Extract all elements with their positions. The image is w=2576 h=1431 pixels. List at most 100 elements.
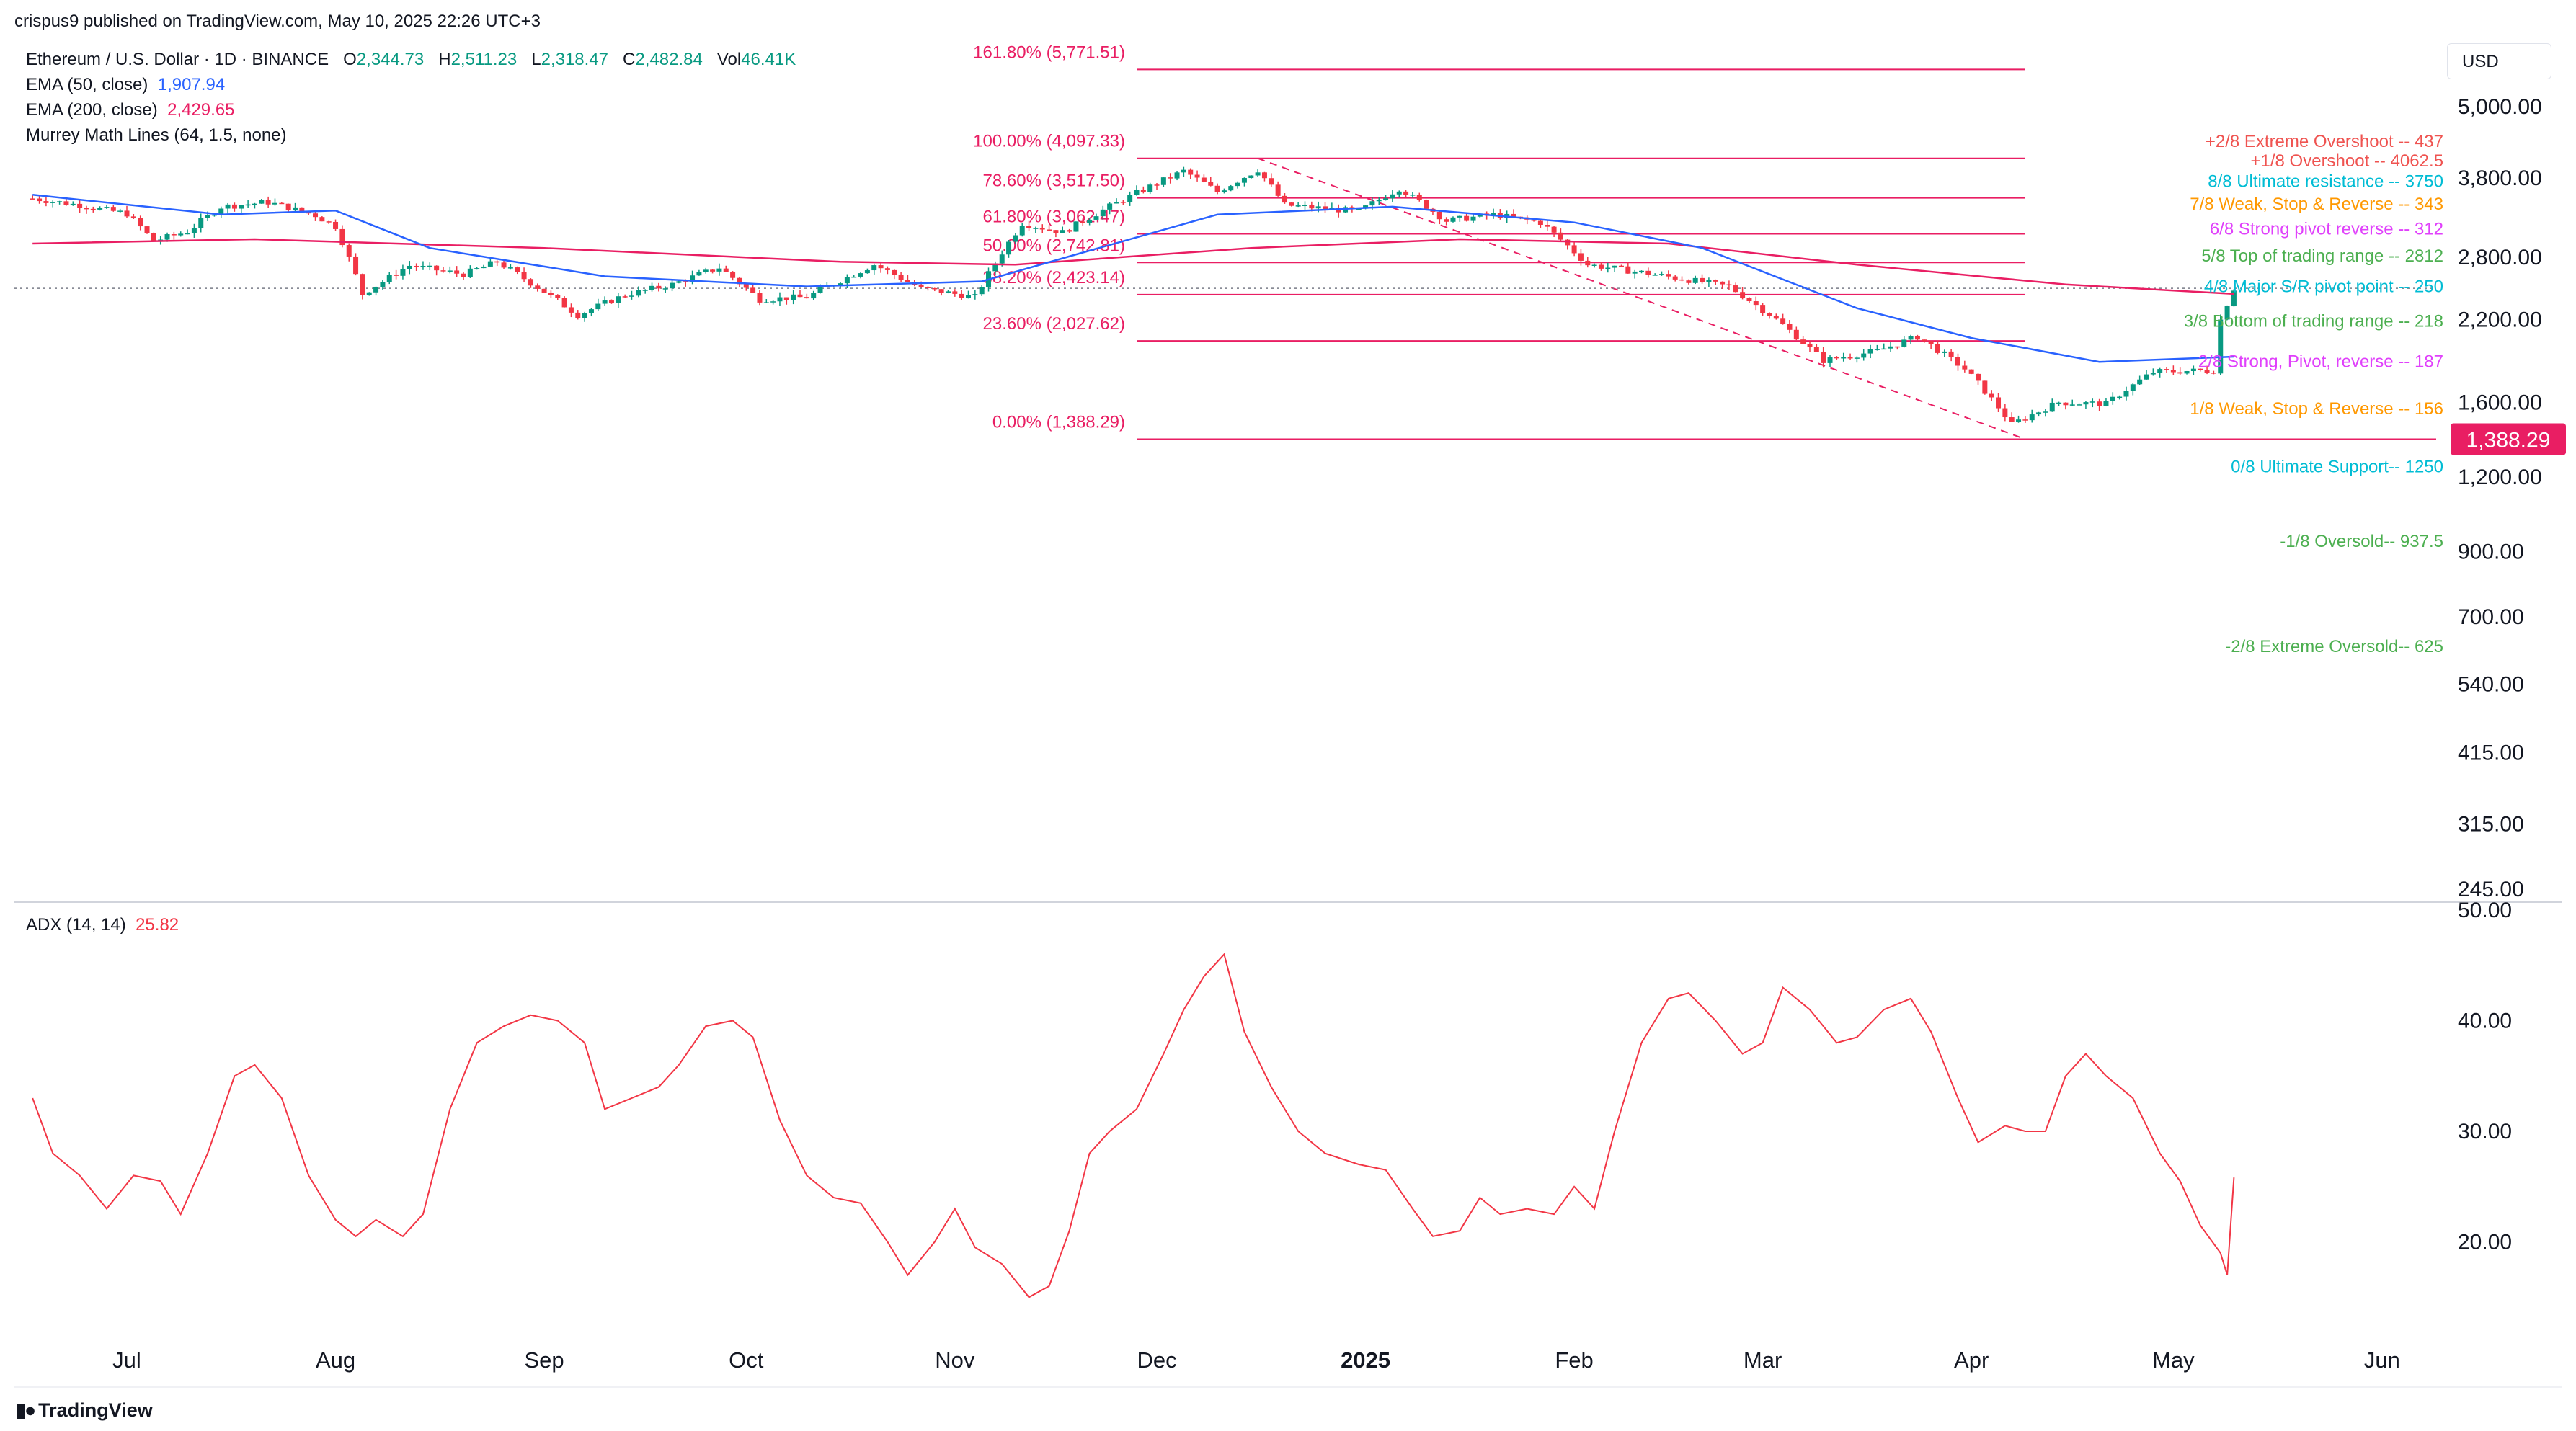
candle-body (70, 203, 76, 205)
candle-body (1726, 284, 1732, 286)
candle-body (1114, 202, 1119, 204)
candle-body (656, 285, 662, 289)
ema50-legend[interactable]: EMA (50, close) 1,907.94 (26, 75, 225, 95)
candle-body (1228, 186, 1234, 191)
adx-legend[interactable]: ADX (14, 14) 25.82 (26, 915, 179, 935)
symbol-legend[interactable]: Ethereum / U.S. Dollar · 1D · BINANCE O2… (26, 50, 796, 70)
candle-body (474, 268, 480, 269)
candle-body (884, 268, 890, 270)
candle-body (205, 215, 210, 218)
candle-body (144, 226, 150, 233)
adx-value: 25.82 (136, 915, 179, 935)
candle-body (346, 245, 352, 257)
candle-body (1087, 219, 1093, 223)
candle-body (945, 291, 951, 293)
volume-label: Vol (716, 50, 742, 69)
candle-body (992, 263, 998, 272)
candle-body (239, 205, 244, 209)
candle-body (1309, 205, 1315, 209)
candle-body (1780, 318, 1786, 324)
murrey-level-label: 1/8 Weak, Stop & Reverse -- 156 (2190, 399, 2443, 419)
candle-body (1618, 265, 1624, 267)
murrey-level-label: -1/8 Oversold-- 937.5 (2280, 532, 2443, 551)
candle-body (703, 269, 709, 272)
candle-body (1289, 202, 1294, 206)
grid (14, 901, 2562, 1388)
candle-body (1060, 230, 1065, 233)
candle-body (1753, 301, 1759, 306)
fib-level-label: 0.00% (1,388.29) (992, 413, 1125, 432)
candle-body (1982, 380, 1988, 394)
candle-body (1746, 298, 1752, 302)
candle-body (1424, 200, 1429, 209)
candle-body (494, 261, 500, 263)
time-tick-label: Dec (1137, 1347, 1176, 1373)
candle-body (63, 201, 69, 205)
candle-body (1120, 202, 1126, 203)
candle-body (231, 204, 237, 209)
tradingview-logo[interactable]: ▮● TradingView (16, 1399, 153, 1422)
candle-body (414, 265, 419, 267)
candle-body (918, 285, 924, 287)
price-tick-label: 540.00 (2458, 673, 2524, 697)
price-axis[interactable]: 5,000.00 3,800.00 2,800.00 2,200.00 1,600.00… (2458, 95, 2542, 901)
ohlc-high: 2,511.23 (450, 50, 518, 69)
candle-body (43, 201, 49, 203)
candle-body (1181, 169, 1186, 173)
candle-body (1545, 224, 1550, 227)
candle-body (676, 281, 682, 283)
candle-body (427, 265, 432, 267)
candle-body (124, 210, 130, 217)
candle-body (770, 301, 776, 303)
candle-body (306, 211, 311, 214)
murrey-math-lines: +2/8 Extreme Overshoot -- 437+1/8 Oversh… (2184, 132, 2443, 656)
candle-body (507, 267, 513, 269)
candle-body (2043, 411, 2048, 413)
candle-body (1194, 174, 1200, 178)
candle-body (1632, 271, 1638, 274)
fib-level-label: 100.00% (4,097.33) (973, 132, 1125, 151)
ohlc-close-label: C (623, 50, 636, 69)
candle-body (1841, 357, 1847, 359)
candle-body (1248, 175, 1254, 179)
candle-body (730, 272, 736, 278)
candle-body (1888, 346, 1893, 349)
time-axis[interactable]: Jul Aug Sep Oct Nov Dec 2025 Feb Mar Apr May Jun (112, 1347, 2400, 1373)
candle-body (2170, 370, 2176, 373)
candle-body (1221, 190, 1227, 192)
candle-body (2198, 368, 2203, 370)
candle-body (811, 293, 817, 299)
candle-body (326, 221, 332, 223)
price-tick-label: 5,000.00 (2458, 95, 2542, 119)
murrey-legend[interactable]: Murrey Math Lines (64, 1.5, none) (26, 125, 287, 146)
candle-body (191, 228, 197, 233)
price-tick-label: 900.00 (2458, 540, 2524, 564)
candle-body (97, 208, 103, 210)
candle-body (561, 298, 567, 308)
price-tick-label: 2,800.00 (2458, 246, 2542, 269)
candle-body (1767, 313, 1772, 317)
ema200-legend[interactable]: EMA (200, close) 2,429.65 (26, 100, 235, 120)
candle-body (333, 221, 339, 229)
murrey-level-label: 3/8 Bottom of trading range -- 218 (2184, 312, 2443, 331)
candle-body (588, 309, 594, 313)
candle-body (521, 272, 527, 280)
candle-body (1854, 357, 1860, 359)
candle-body (272, 202, 277, 205)
candle-body (461, 273, 466, 277)
candle-body (602, 300, 608, 304)
currency-button[interactable]: USD (2447, 43, 2551, 79)
candle-body (1894, 346, 1900, 348)
adx-line (32, 953, 2235, 1298)
candle-body (2137, 379, 2143, 385)
candle-body (1598, 264, 1604, 269)
candle-body (979, 287, 985, 295)
candle-body (380, 282, 386, 287)
ohlc-high-label: H (438, 50, 451, 69)
candle-body (1107, 203, 1113, 210)
candle-body (2218, 319, 2224, 374)
candle-body (178, 233, 184, 236)
candle-body (595, 303, 601, 310)
candle-body (1403, 191, 1409, 195)
